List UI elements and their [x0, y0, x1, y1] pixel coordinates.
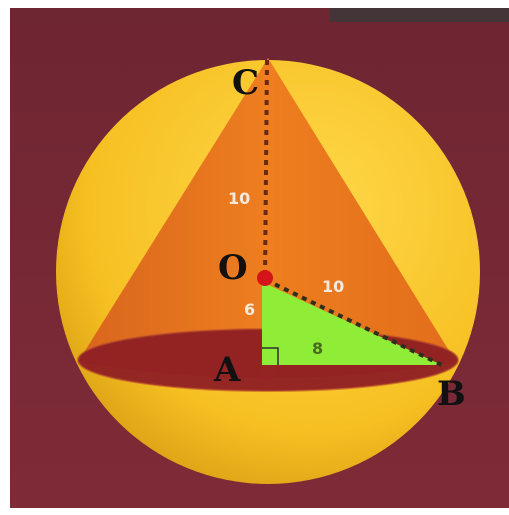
- right-angle-marker: [262, 347, 279, 365]
- point-label-c: C: [232, 63, 259, 103]
- cone: [78, 58, 456, 379]
- measure-co: 10: [228, 189, 250, 208]
- segment-ob: [265, 278, 445, 368]
- point-label-o: O: [218, 248, 248, 288]
- segment-co: [263, 59, 269, 279]
- point-label-a: A: [213, 350, 241, 390]
- measure-oa: 6: [244, 300, 255, 319]
- right-triangle-oab: [262, 282, 442, 365]
- center-dot: [257, 270, 273, 286]
- measure-ab: 8: [312, 339, 323, 358]
- measure-ob: 10: [322, 277, 344, 296]
- top-right-shadow: [330, 8, 509, 22]
- point-label-b: B: [437, 374, 466, 414]
